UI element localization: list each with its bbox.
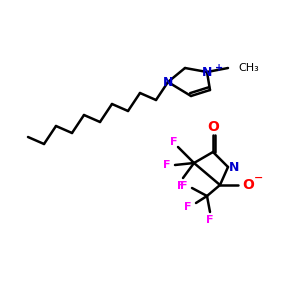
Text: F: F (206, 215, 214, 225)
Text: F: F (177, 181, 185, 191)
Text: CH₃: CH₃ (238, 63, 259, 73)
Text: F: F (163, 160, 171, 170)
Text: N: N (229, 161, 239, 173)
Text: N: N (202, 66, 212, 78)
Text: F: F (170, 137, 178, 147)
Text: F: F (184, 202, 192, 212)
Text: O: O (207, 120, 219, 134)
Text: −: − (254, 173, 264, 183)
Text: N: N (163, 76, 173, 88)
Text: +: + (215, 63, 223, 73)
Text: O: O (242, 178, 254, 192)
Text: F: F (180, 181, 188, 191)
